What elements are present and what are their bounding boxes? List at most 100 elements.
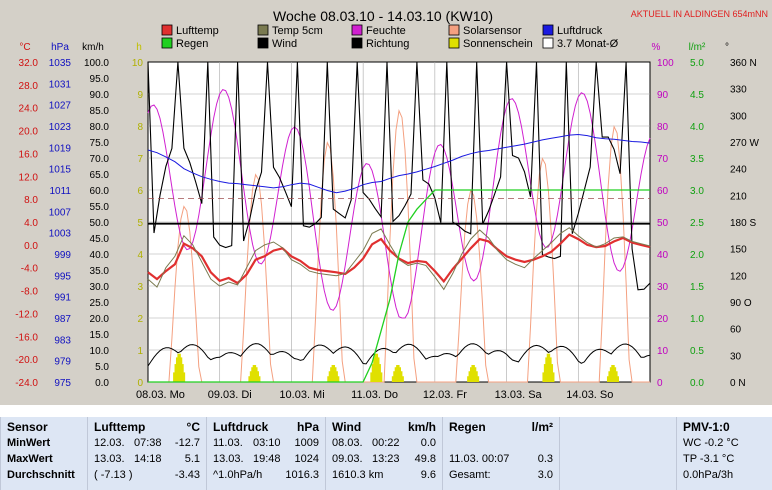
pmv-windchill: WC -0.2 °C: [683, 437, 739, 449]
sunshine-bar: [475, 371, 478, 382]
sunshine-bar: [380, 372, 383, 382]
sunshine-bar: [177, 353, 180, 382]
sunshine-bar: [467, 376, 470, 382]
pressure-tick-11: 991: [54, 293, 71, 304]
sunshine-bar: [611, 365, 614, 382]
sunshine-bar: [255, 367, 258, 382]
sunshine-bar: [394, 367, 397, 382]
pressure-tick-13: 983: [54, 335, 71, 346]
unit-rain: l/m²: [689, 42, 706, 53]
legend-swatch-0: [161, 24, 173, 36]
sunshine-bar: [617, 376, 620, 382]
pressure-tick-14: 979: [54, 357, 71, 368]
temp-tick-5: 12.0: [19, 172, 39, 183]
luftdruck-max-value: 1024: [294, 453, 319, 465]
lufttemp-header: Lufttemp: [94, 420, 146, 434]
weather-chart-panel: Woche 08.03.10 - 14.03.10 (KW10) AKTUELL…: [0, 0, 772, 405]
sunshine-bar: [251, 367, 254, 382]
legend-label-9: 3.7 Monat-Ø: [557, 38, 619, 50]
sunshine-bar: [549, 357, 552, 382]
sunshine-bar: [468, 371, 471, 382]
sensor-header: Sensor: [7, 420, 48, 434]
pressure-tick-12: 987: [54, 314, 71, 325]
humidity-tick-4: 60: [657, 186, 669, 197]
pressure-tick-3: 1023: [49, 122, 72, 133]
regen-max-date: 11.03. 00:07: [449, 453, 510, 465]
legend-label-7: Richtung: [366, 38, 409, 50]
rain-tick-3: 3.5: [690, 154, 704, 165]
rain-tick-2: 4.0: [690, 122, 704, 133]
luftdruck-min-date: 11.03.: [213, 437, 243, 449]
sun-tick-6: 4: [137, 250, 143, 261]
table-col-empty: [559, 417, 676, 490]
series-line-luftdruck: [147, 133, 651, 194]
unit-sun: h: [136, 42, 142, 53]
direction-tick-1: 330: [730, 85, 747, 96]
humidity-tick-1: 90: [657, 90, 669, 101]
sunshine-bar: [472, 365, 475, 382]
luftdruck-min-value: 1009: [294, 437, 319, 449]
wind-tick-6: 70.0: [90, 154, 110, 165]
humidity-tick-7: 30: [657, 282, 669, 293]
x-label-6: 14.03. So: [566, 389, 613, 401]
direction-tick-8: 120: [730, 271, 747, 282]
sunshine-bar: [178, 353, 181, 382]
direction-tick-11: 30: [730, 351, 742, 362]
sunshine-bar: [334, 367, 337, 382]
unit-direction: °: [725, 42, 729, 53]
pmv-pressure-trend: 0.0hPa/3h: [683, 469, 734, 481]
direction-tick-0: 360 N: [730, 58, 757, 69]
unit-pressure: hPa: [51, 42, 69, 53]
x-label-0: 08.03. Mo: [136, 389, 185, 401]
humidity-tick-3: 70: [657, 154, 669, 165]
sunshine-bar: [181, 364, 184, 382]
table-col-wind: Wind km/h 08.03. 00:22 0.0 09.03. 13:23 …: [325, 417, 442, 490]
pressure-tick-9: 999: [54, 250, 71, 261]
temp-tick-2: 24.0: [19, 104, 39, 115]
sunshine-bar: [173, 372, 176, 382]
sunshine-bar: [252, 365, 255, 382]
sunshine-bar: [180, 357, 183, 382]
wind-max-value: 49.8: [414, 453, 436, 465]
sun-tick-3: 7: [137, 154, 143, 165]
legend-swatch-8: [448, 37, 460, 49]
sunshine-bar: [608, 371, 611, 382]
direction-tick-7: 150: [730, 245, 747, 256]
sunshine-bar: [378, 364, 381, 382]
wind-tick-14: 30.0: [90, 282, 110, 293]
temp-tick-13: -20.0: [15, 355, 38, 366]
legend-swatch-6: [257, 37, 269, 49]
legend-label-2: Feuchte: [366, 25, 406, 37]
pmv-header: PMV-1:0: [683, 420, 730, 434]
sunshine-bar: [543, 364, 546, 382]
x-label-5: 13.03. Sa: [495, 389, 543, 401]
sunshine-bar: [254, 365, 257, 382]
temp-tick-8: 0.0: [24, 241, 38, 252]
wind-min-date: 08.03.: [332, 437, 363, 449]
lufttemp-unit: °C: [186, 420, 200, 434]
lufttemp-min-value: -12.7: [174, 437, 200, 449]
wind-min-value: 0.0: [420, 437, 436, 449]
sunshine-bar: [371, 364, 374, 382]
wind-line: [147, 343, 651, 367]
sunshine-bar: [609, 367, 612, 382]
sunshine-bar: [183, 372, 186, 382]
sunshine-bar: [545, 357, 548, 382]
x-label-2: 10.03. Mi: [279, 389, 324, 401]
sunshine-bar: [548, 353, 551, 382]
sunshine-bar: [614, 367, 617, 382]
wind-avg-value: 9.6: [420, 469, 436, 481]
lufttemp-max-date: 13.03.: [94, 453, 125, 465]
wind-tick-10: 50.0: [90, 218, 110, 229]
sunshine-bar: [542, 372, 545, 382]
luftdruck-trend: ^1.0hPa/h: [213, 469, 263, 481]
direction-tick-9: 90 O: [730, 298, 752, 309]
regen-header: Regen: [449, 420, 486, 434]
sunshine-bar: [471, 365, 474, 382]
sunshine-bar: [612, 365, 615, 382]
wind-tick-13: 35.0: [90, 266, 110, 277]
temp-tick-9: -4.0: [21, 264, 39, 275]
unit-humidity: %: [652, 42, 661, 53]
sunshine-bar: [331, 365, 334, 382]
wind-tick-5: 75.0: [90, 138, 110, 149]
